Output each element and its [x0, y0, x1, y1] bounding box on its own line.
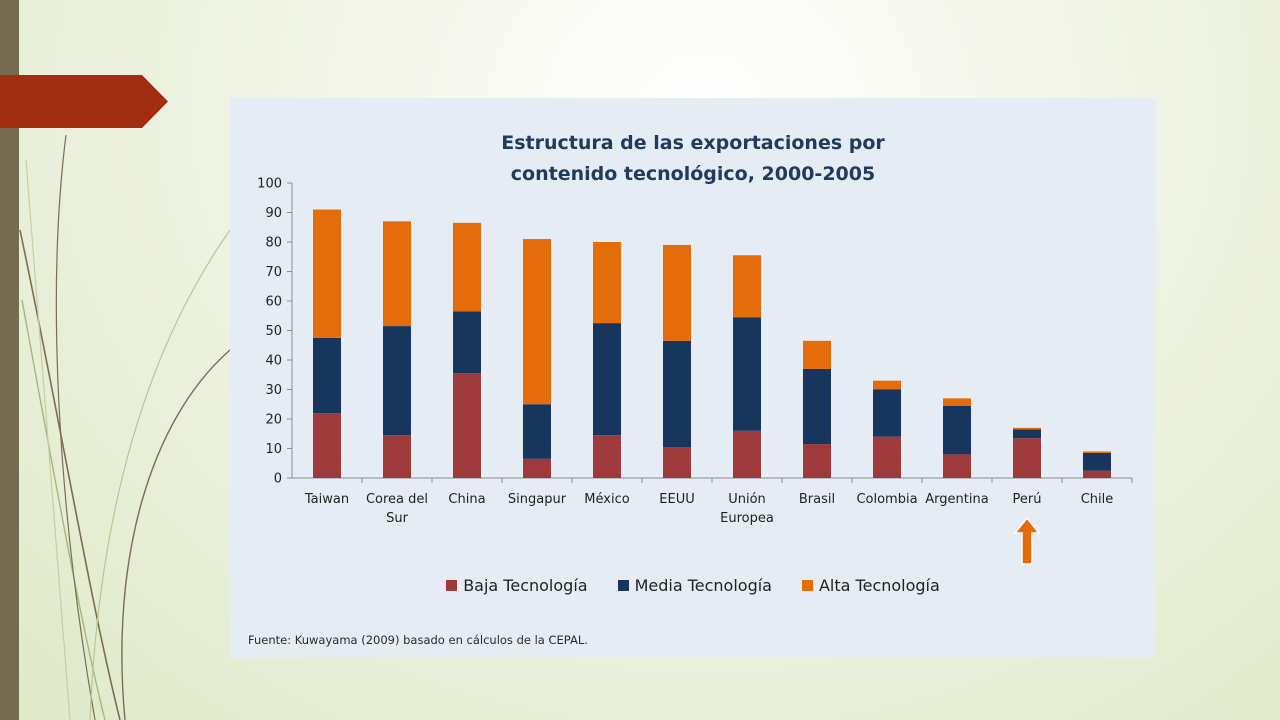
legend-label: Alta Tecnología [818, 576, 940, 595]
bar-segment-2 [733, 317, 761, 431]
bar-segment-3 [453, 222, 481, 312]
bar-segment-2 [943, 405, 971, 455]
bar-segment-1 [663, 447, 691, 478]
source-note: Fuente: Kuwayama (2009) basado en cálcul… [248, 633, 588, 647]
x-tick-label: Singapur [508, 492, 567, 507]
x-tick-label: Perú [1013, 492, 1042, 507]
bar-segment-3 [383, 221, 411, 327]
legend-label: Baja Tecnología [463, 576, 588, 595]
bar-segment-1 [453, 373, 481, 478]
legend-swatch [617, 580, 629, 591]
bar-segment-3 [593, 242, 621, 324]
bar-segment-1 [873, 436, 901, 478]
y-tick-label: 10 [265, 442, 282, 457]
chart-legend: Baja Tecnología Media Tecnología Alta Tecn… [230, 576, 1156, 595]
bar-segment-3 [523, 239, 551, 405]
bar-segment-2 [523, 404, 551, 459]
bar-segment-2 [453, 311, 481, 374]
x-tick-label: Sur [386, 511, 408, 526]
legend-swatch [801, 580, 813, 591]
y-tick-label: 80 [265, 236, 282, 251]
chart-title-line-2: contenido tecnológico, 2000-2005 [510, 163, 876, 185]
x-tick-label: EEUU [659, 492, 694, 507]
legend-item: Alta Tecnología [801, 576, 940, 595]
arrow-banner [0, 75, 168, 128]
decorative-swirls [19, 134, 231, 720]
bar-segment-2 [1013, 429, 1041, 439]
slide-left-bar [0, 0, 19, 720]
x-tick-label: Unión [728, 492, 766, 507]
y-tick-label: 60 [265, 295, 282, 310]
bar-segment-3 [313, 209, 341, 338]
x-tick-label: Europea [720, 511, 774, 526]
chart-title: Estructura de las exportaciones por cont… [230, 128, 1156, 190]
bar-segment-3 [873, 380, 901, 390]
bar-segment-3 [733, 255, 761, 318]
bar-segment-1 [1013, 438, 1041, 478]
legend-label: Media Tecnología [634, 576, 772, 595]
bar-segment-2 [1083, 452, 1111, 471]
y-tick-label: 50 [265, 324, 282, 339]
y-tick-label: 0 [274, 472, 282, 487]
bar-segment-2 [803, 368, 831, 445]
bar-segment-1 [383, 435, 411, 478]
x-tick-label: Chile [1081, 492, 1114, 507]
bar-segment-3 [1083, 451, 1111, 453]
bar-segment-1 [523, 458, 551, 478]
chart-panel: Estructura de las exportaciones por cont… [230, 98, 1156, 658]
y-tick-label: 100 [257, 177, 282, 192]
bar-segment-2 [663, 340, 691, 448]
bar-segment-3 [663, 244, 691, 341]
y-tick-label: 90 [265, 206, 282, 221]
bar-segment-3 [943, 398, 971, 406]
bar-segment-2 [593, 323, 621, 436]
y-tick-label: 20 [265, 413, 282, 428]
bar-segment-1 [313, 413, 341, 478]
bar-segment-1 [943, 454, 971, 478]
legend-item: Media Tecnología [617, 576, 772, 595]
bar-segment-1 [803, 444, 831, 478]
legend-swatch [446, 580, 458, 591]
bar-segment-1 [593, 435, 621, 478]
bar-segment-2 [383, 326, 411, 436]
x-tick-label: Brasil [799, 492, 835, 507]
highlight-up-arrow-icon [1013, 516, 1041, 565]
bar-segment-1 [733, 430, 761, 478]
y-tick-label: 40 [265, 354, 282, 369]
bar-segment-1 [1083, 470, 1111, 478]
chart-title-line-1: Estructura de las exportaciones por [501, 132, 885, 154]
bar-chart: 0 10 20 30 40 50 60 70 80 90 100 Taiwan Corea del Sur… [257, 177, 1133, 565]
x-tick-label: México [584, 492, 629, 507]
x-tick-label: Corea del [366, 492, 428, 507]
bar-segment-3 [1013, 427, 1041, 430]
bar-segment-3 [803, 340, 831, 369]
legend-item: Baja Tecnología [446, 576, 588, 595]
x-tick-label: Taiwan [304, 492, 349, 507]
y-tick-label: 30 [265, 383, 282, 398]
bar-segment-2 [313, 337, 341, 414]
x-tick-label: Argentina [925, 492, 988, 507]
bar-segment-2 [873, 389, 901, 437]
x-tick-label: China [448, 492, 485, 507]
y-tick-label: 70 [265, 265, 282, 280]
x-tick-label: Colombia [856, 492, 917, 507]
